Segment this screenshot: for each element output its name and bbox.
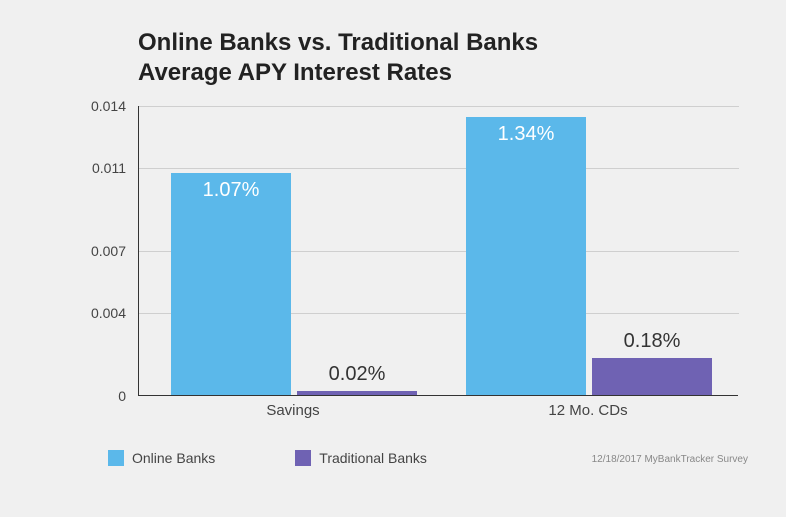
x-axis-label: Savings: [266, 402, 319, 419]
bar-online: 1.34%: [466, 117, 586, 395]
legend-label-online: Online Banks: [132, 450, 215, 466]
bar-online: 1.07%: [171, 173, 291, 395]
legend-swatch-online: [108, 450, 124, 466]
gridline: [139, 168, 739, 169]
bar-traditional: 0.02%: [297, 391, 417, 395]
bar-value-label: 1.07%: [171, 179, 291, 202]
legend-item-traditional: Traditional Banks: [295, 450, 427, 466]
bar-value-label: 0.18%: [592, 330, 712, 353]
chart-area: 1.07%0.02%1.34%0.18% 00.0040.0070.0110.0…: [138, 106, 738, 416]
bar-value-label: 0.02%: [297, 363, 417, 386]
gridline: [139, 106, 739, 107]
y-axis-label: 0.014: [66, 98, 126, 114]
legend-item-online: Online Banks: [108, 450, 215, 466]
chart-title: Online Banks vs. Traditional Banks Avera…: [138, 28, 538, 88]
plot-region: 1.07% 0.02% 1.34% 0.18%: [138, 106, 738, 396]
y-axis-label: 0: [66, 388, 126, 404]
y-axis-label: 0.011: [66, 160, 126, 176]
y-axis-label: 0.004: [66, 305, 126, 321]
x-axis-label: 12 Mo. CDs: [548, 402, 627, 419]
y-axis-label: 0.007: [66, 243, 126, 259]
legend: Online Banks Traditional Banks: [108, 450, 427, 466]
chart-title-line2: Average APY Interest Rates: [138, 58, 538, 88]
bar-traditional: 0.18%: [592, 358, 712, 395]
bar-value-label: 1.34%: [466, 123, 586, 146]
chart-footnote: 12/18/2017 MyBankTracker Survey: [592, 454, 748, 465]
legend-swatch-traditional: [295, 450, 311, 466]
legend-label-traditional: Traditional Banks: [319, 450, 427, 466]
chart-title-line1: Online Banks vs. Traditional Banks: [138, 28, 538, 58]
